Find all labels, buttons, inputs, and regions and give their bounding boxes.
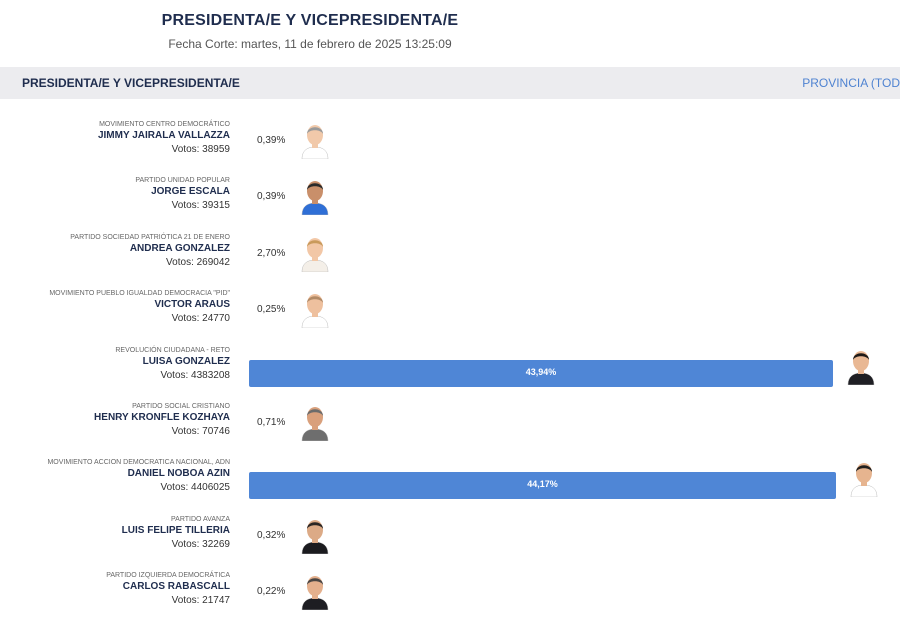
vote-share-bar: 43,94% bbox=[249, 360, 833, 387]
page-title: PRESIDENTA/E Y VICEPRESIDENTA/E bbox=[0, 12, 620, 30]
candidate-row: MOVIMIENTO ACCION DEMOCRATICA NACIONAL, … bbox=[0, 450, 900, 506]
candidate-row: MOVIMIENTO PUEBLO IGUALDAD DEMOCRACIA "P… bbox=[0, 281, 900, 337]
vote-count: Votos: 32269 bbox=[122, 538, 230, 552]
vote-count: Votos: 39315 bbox=[135, 199, 230, 213]
vote-count: Votos: 38959 bbox=[98, 143, 230, 157]
candidate-photo bbox=[300, 177, 330, 215]
candidate-row: PARTIDO UNIDAD POPULAR JORGE ESCALA Votos:… bbox=[0, 168, 900, 224]
candidate-name: JORGE ESCALA bbox=[135, 185, 230, 199]
candidate-info: PARTIDO IZQUIERDA DEMOCRÁTICA CARLOS RABA… bbox=[106, 571, 230, 608]
candidate-info: PARTIDO AVANZA LUIS FELIPE TILLERIA Votos:… bbox=[122, 515, 230, 552]
candidate-name: LUISA GONZALEZ bbox=[115, 355, 230, 369]
results-chart: MOVIMIENTO CENTRO DEMOCRÁTICO JIMMY JAIRA… bbox=[0, 112, 900, 620]
candidate-photo bbox=[300, 121, 330, 159]
section-title: PRESIDENTA/E Y VICEPRESIDENTA/E bbox=[22, 76, 240, 90]
percentage-label: 0,39% bbox=[257, 135, 285, 146]
bar-data-label: 43,94% bbox=[249, 367, 833, 377]
party-name: MOVIMIENTO CENTRO DEMOCRÁTICO bbox=[98, 120, 230, 129]
party-name: MOVIMIENTO ACCION DEMOCRATICA NACIONAL, … bbox=[47, 458, 230, 467]
candidate-info: PARTIDO UNIDAD POPULAR JORGE ESCALA Votos:… bbox=[135, 176, 230, 213]
percentage-label: 0,71% bbox=[257, 417, 285, 428]
candidate-photo bbox=[300, 234, 330, 272]
vote-count: Votos: 4406025 bbox=[47, 481, 230, 495]
candidate-info: MOVIMIENTO PUEBLO IGUALDAD DEMOCRACIA "P… bbox=[49, 289, 230, 326]
party-name: PARTIDO AVANZA bbox=[122, 515, 230, 524]
province-filter-link[interactable]: PROVINCIA (TOD bbox=[802, 76, 900, 90]
candidate-info: PARTIDO SOCIAL CRISTIANO HENRY KRONFLE KO… bbox=[94, 402, 230, 439]
party-name: PARTIDO SOCIAL CRISTIANO bbox=[94, 402, 230, 411]
candidate-photo bbox=[300, 290, 330, 328]
vote-count: Votos: 269042 bbox=[70, 256, 230, 270]
candidate-name: ANDREA GONZALEZ bbox=[70, 242, 230, 256]
candidate-name: LUIS FELIPE TILLERIA bbox=[122, 524, 230, 538]
vote-count: Votos: 21747 bbox=[106, 594, 230, 608]
candidate-photo bbox=[300, 403, 330, 441]
candidate-info: MOVIMIENTO ACCION DEMOCRATICA NACIONAL, … bbox=[47, 458, 230, 495]
vote-count: Votos: 70746 bbox=[94, 425, 230, 439]
percentage-label: 0,25% bbox=[257, 304, 285, 315]
candidate-name: HENRY KRONFLE KOZHAYA bbox=[94, 411, 230, 425]
percentage-label: 0,32% bbox=[257, 530, 285, 541]
party-name: MOVIMIENTO PUEBLO IGUALDAD DEMOCRACIA "P… bbox=[49, 289, 230, 298]
candidate-photo bbox=[300, 516, 330, 554]
party-name: REVOLUCIÓN CIUDADANA - RETO bbox=[115, 346, 230, 355]
candidate-photo bbox=[849, 459, 879, 497]
candidate-name: DANIEL NOBOA AZIN bbox=[47, 467, 230, 481]
bar-data-label: 44,17% bbox=[249, 479, 836, 489]
party-name: PARTIDO IZQUIERDA DEMOCRÁTICA bbox=[106, 571, 230, 580]
party-name: PARTIDO UNIDAD POPULAR bbox=[135, 176, 230, 185]
candidate-row: MOVIMIENTO CENTRO DEMOCRÁTICO JIMMY JAIRA… bbox=[0, 112, 900, 168]
candidate-name: JIMMY JAIRALA VALLAZZA bbox=[98, 129, 230, 143]
vote-share-bar: 44,17% bbox=[249, 472, 836, 499]
candidate-row: PARTIDO SOCIAL CRISTIANO HENRY KRONFLE KO… bbox=[0, 394, 900, 450]
vote-count: Votos: 4383208 bbox=[115, 369, 230, 383]
candidate-photo bbox=[300, 572, 330, 610]
party-name: PARTIDO SOCIEDAD PATRIÓTICA 21 DE ENERO bbox=[70, 233, 230, 242]
candidate-name: VICTOR ARAUS bbox=[49, 298, 230, 312]
candidate-row: PARTIDO SOCIEDAD PATRIÓTICA 21 DE ENERO A… bbox=[0, 225, 900, 281]
vote-count: Votos: 24770 bbox=[49, 312, 230, 326]
candidate-info: MOVIMIENTO CENTRO DEMOCRÁTICO JIMMY JAIRA… bbox=[98, 120, 230, 157]
section-bar: PRESIDENTA/E Y VICEPRESIDENTA/E PROVINCI… bbox=[0, 67, 900, 99]
candidate-name: CARLOS RABASCALL bbox=[106, 580, 230, 594]
candidate-info: REVOLUCIÓN CIUDADANA - RETO LUISA GONZALE… bbox=[115, 346, 230, 383]
cutoff-date: Fecha Corte: martes, 11 de febrero de 20… bbox=[0, 37, 620, 51]
candidate-row: PARTIDO AVANZA LUIS FELIPE TILLERIA Votos:… bbox=[0, 507, 900, 563]
percentage-label: 0,39% bbox=[257, 191, 285, 202]
candidate-row: REVOLUCIÓN CIUDADANA - RETO LUISA GONZALE… bbox=[0, 338, 900, 394]
candidate-photo bbox=[846, 347, 876, 385]
candidate-info: PARTIDO SOCIEDAD PATRIÓTICA 21 DE ENERO A… bbox=[70, 233, 230, 270]
candidate-row: PARTIDO IZQUIERDA DEMOCRÁTICA CARLOS RABA… bbox=[0, 563, 900, 619]
percentage-label: 0,22% bbox=[257, 586, 285, 597]
percentage-label: 2,70% bbox=[257, 248, 285, 259]
